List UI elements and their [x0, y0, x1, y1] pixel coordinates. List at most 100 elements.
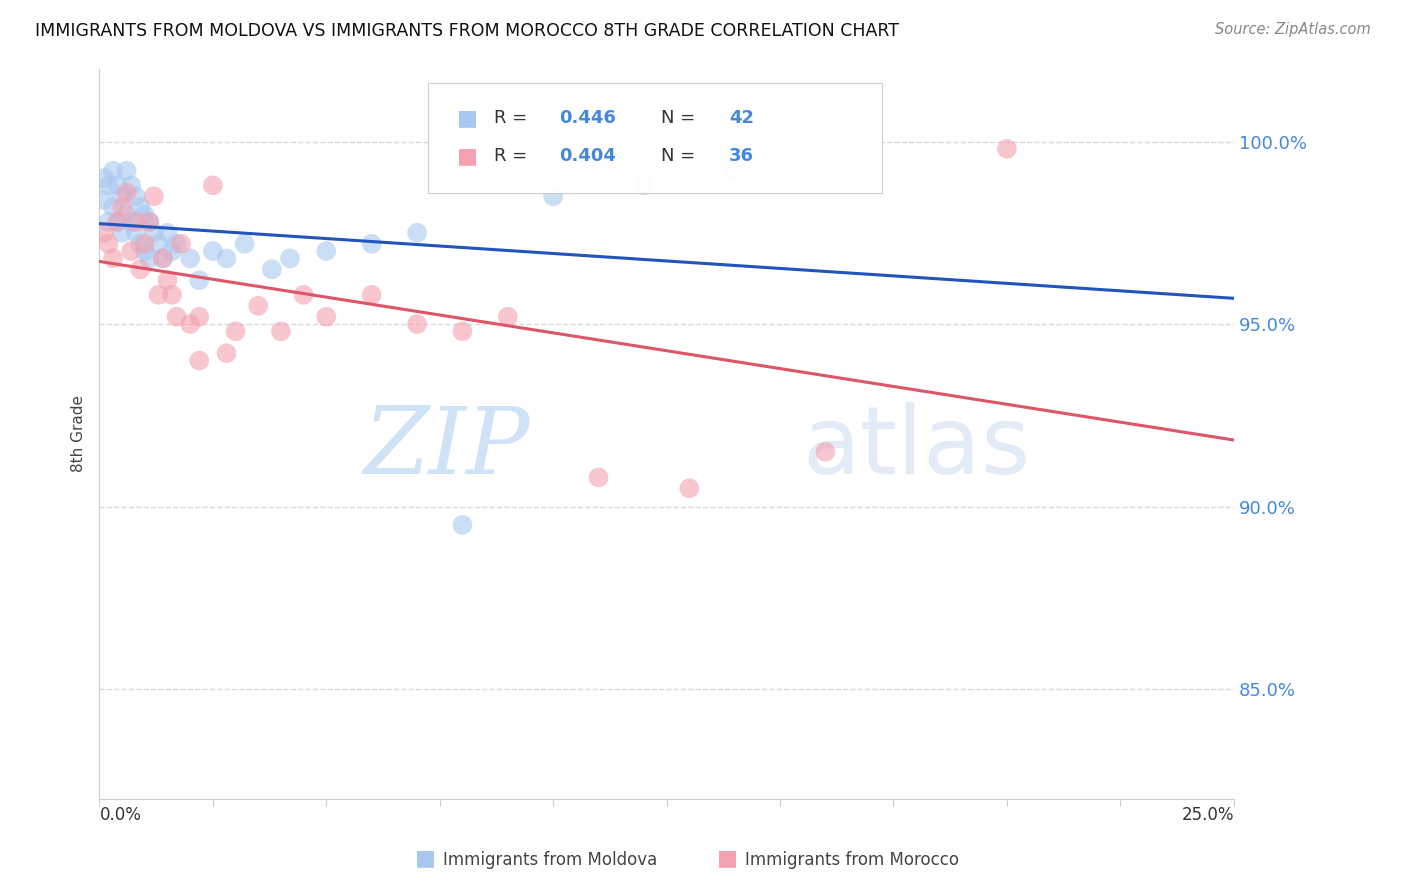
Point: [111, 226, 134, 240]
Point: [93, 171, 115, 186]
Point: [215, 252, 238, 266]
Text: ■: ■: [457, 146, 478, 166]
Text: Immigrants from Moldova: Immigrants from Moldova: [443, 851, 657, 869]
Point: [201, 244, 224, 258]
Point: [292, 288, 315, 302]
Point: [451, 517, 474, 532]
Point: [101, 252, 124, 266]
Point: [138, 252, 160, 266]
Point: [120, 244, 142, 258]
Point: [166, 310, 188, 324]
Point: [97, 236, 120, 251]
Point: [179, 317, 201, 331]
Text: 42: 42: [728, 109, 754, 128]
Point: [115, 208, 138, 222]
Text: IMMIGRANTS FROM MOLDOVA VS IMMIGRANTS FROM MOROCCO 8TH GRADE CORRELATION CHART: IMMIGRANTS FROM MOLDOVA VS IMMIGRANTS FR…: [35, 22, 900, 40]
Point: [125, 215, 148, 229]
Point: [129, 200, 152, 214]
Text: 0.446: 0.446: [558, 109, 616, 128]
Point: [142, 189, 165, 203]
Point: [451, 324, 474, 338]
Point: [97, 215, 120, 229]
Point: [201, 178, 224, 193]
Text: ■: ■: [717, 848, 738, 868]
Point: [120, 215, 142, 229]
Point: [724, 163, 747, 178]
Point: [678, 481, 700, 495]
Point: [633, 178, 655, 193]
Text: N =: N =: [661, 147, 702, 165]
Point: [315, 244, 337, 258]
Point: [278, 252, 301, 266]
Point: [107, 215, 129, 229]
Point: [270, 324, 292, 338]
Point: [496, 310, 519, 324]
Point: [111, 189, 134, 203]
Point: [107, 215, 129, 229]
Point: [148, 236, 170, 251]
Point: [138, 215, 160, 229]
Text: 36: 36: [728, 147, 754, 165]
Text: 25.0%: 25.0%: [1181, 805, 1234, 824]
Point: [156, 273, 179, 287]
FancyBboxPatch shape: [429, 83, 882, 193]
Point: [233, 236, 256, 251]
Y-axis label: 8th Grade: 8th Grade: [72, 395, 86, 472]
Point: [360, 288, 382, 302]
Point: [115, 186, 138, 200]
Point: [148, 288, 170, 302]
Point: [134, 208, 156, 222]
Point: [406, 317, 429, 331]
Text: ■: ■: [457, 108, 478, 128]
Point: [360, 236, 382, 251]
Point: [97, 178, 120, 193]
Text: ■: ■: [415, 848, 436, 868]
Point: [101, 163, 124, 178]
Point: [406, 226, 429, 240]
Point: [588, 470, 610, 484]
Point: [995, 142, 1018, 156]
Point: [152, 252, 174, 266]
Point: [315, 310, 337, 324]
Point: [225, 324, 247, 338]
Point: [129, 236, 152, 251]
Point: [129, 262, 152, 277]
Text: R =: R =: [494, 147, 533, 165]
Text: 0.0%: 0.0%: [100, 805, 142, 824]
Point: [215, 346, 238, 360]
Point: [142, 226, 165, 240]
Point: [166, 236, 188, 251]
Point: [160, 244, 183, 258]
Text: atlas: atlas: [803, 402, 1031, 494]
Point: [134, 236, 156, 251]
Point: [156, 226, 179, 240]
Text: Source: ZipAtlas.com: Source: ZipAtlas.com: [1215, 22, 1371, 37]
Point: [814, 445, 837, 459]
Point: [188, 310, 211, 324]
Point: [111, 200, 134, 214]
Point: [138, 215, 160, 229]
Point: [260, 262, 283, 277]
Text: N =: N =: [661, 109, 702, 128]
Point: [115, 163, 138, 178]
Point: [93, 193, 115, 207]
Point: [179, 252, 201, 266]
Point: [93, 226, 115, 240]
Point: [125, 189, 148, 203]
Point: [170, 236, 193, 251]
Text: ZIP: ZIP: [364, 403, 530, 493]
Point: [134, 244, 156, 258]
Text: R =: R =: [494, 109, 533, 128]
Point: [188, 273, 211, 287]
Point: [541, 189, 564, 203]
Point: [247, 299, 270, 313]
Text: 0.404: 0.404: [558, 147, 616, 165]
Point: [120, 178, 142, 193]
Point: [160, 288, 183, 302]
Point: [152, 252, 174, 266]
Point: [188, 353, 211, 368]
Point: [107, 178, 129, 193]
Point: [125, 226, 148, 240]
Point: [101, 200, 124, 214]
Text: Immigrants from Morocco: Immigrants from Morocco: [745, 851, 959, 869]
